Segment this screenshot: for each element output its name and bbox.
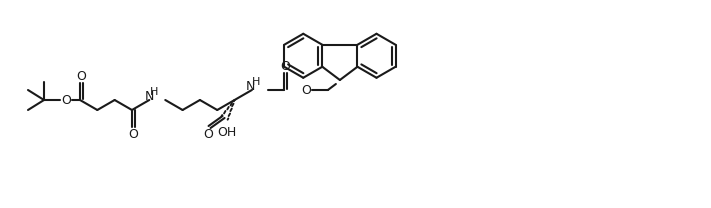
Text: O: O <box>203 128 213 140</box>
Text: O: O <box>301 83 311 97</box>
Text: N: N <box>246 79 255 93</box>
Text: O: O <box>77 71 87 83</box>
Text: N: N <box>144 89 154 103</box>
Text: O: O <box>280 59 290 73</box>
Text: H: H <box>252 77 260 87</box>
Text: O: O <box>61 94 71 106</box>
Text: H: H <box>150 87 159 97</box>
Text: O: O <box>129 128 139 140</box>
Text: OH: OH <box>217 125 236 139</box>
